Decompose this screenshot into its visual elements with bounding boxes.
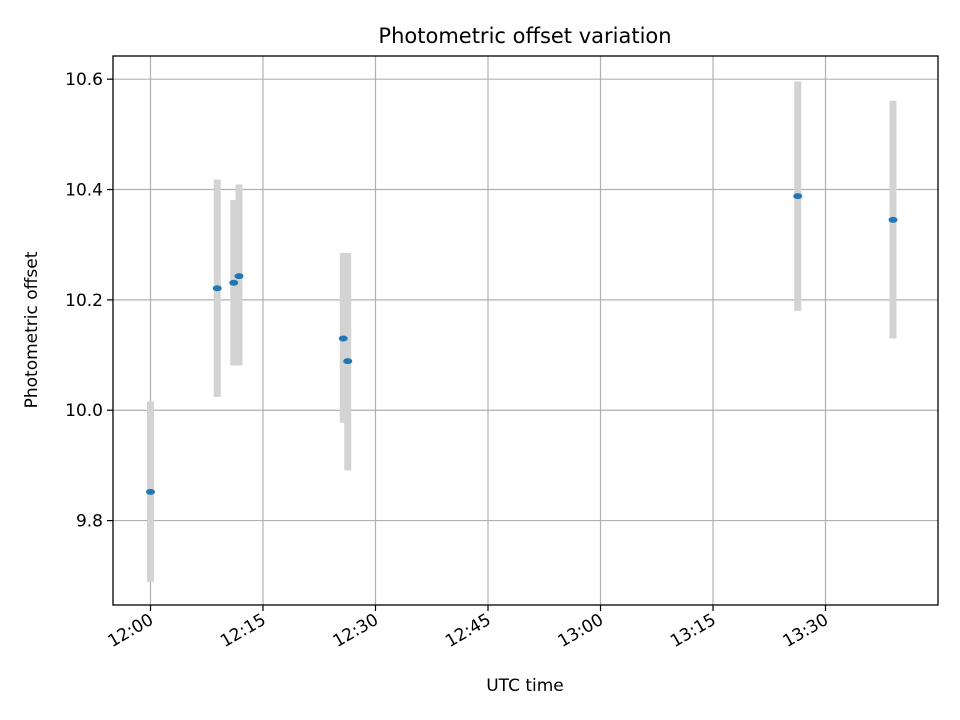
data-point (146, 488, 155, 495)
data-point (212, 285, 222, 292)
chart-title: Photometric offset variation (378, 24, 671, 48)
data-point (793, 193, 803, 200)
data-point (229, 279, 239, 286)
y-tick-label: 10.6 (65, 70, 103, 90)
y-tick-label: 10.0 (65, 401, 103, 421)
y-tick-label: 10.2 (65, 291, 103, 311)
plot-frame (112, 55, 939, 606)
data-point (888, 216, 898, 223)
data-point (343, 358, 353, 365)
data-point (234, 273, 244, 280)
data-point (338, 335, 348, 342)
y-tick-label: 9.8 (76, 512, 103, 532)
data-points (146, 193, 898, 495)
y-tick-label: 10.4 (65, 181, 103, 201)
y-axis-label: Photometric offset (22, 251, 42, 408)
x-axis-label: UTC time (486, 676, 564, 696)
